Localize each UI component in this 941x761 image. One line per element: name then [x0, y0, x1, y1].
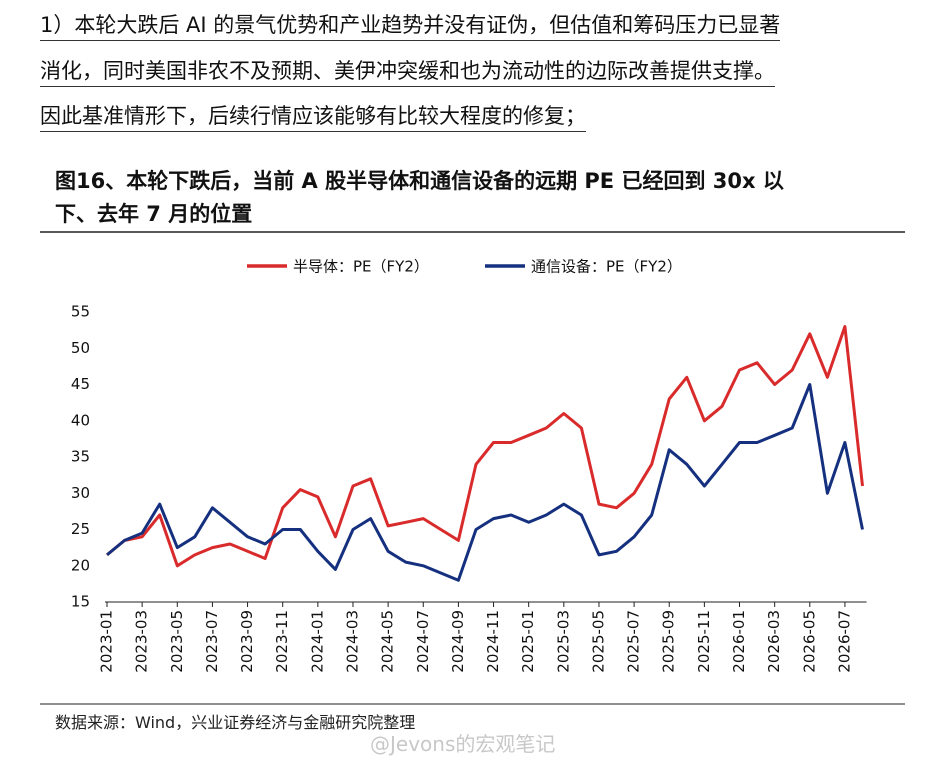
x-tick-label: 2024-03 — [343, 610, 361, 673]
x-tick-label: 2025-03 — [554, 610, 572, 673]
paragraph-line: 消化，同时美国非农不及预期、美伊冲突缓和也为流动性的边际改善提供支撑。 — [40, 56, 775, 87]
line-series — [106, 325, 864, 568]
watermark: @Jevons的宏观笔记 — [370, 732, 556, 756]
x-tick-label: 2024-09 — [449, 610, 467, 673]
figure-title: 下、去年 7 月的位置 — [55, 202, 253, 226]
x-tick-label: 2023-03 — [133, 610, 151, 673]
y-tick-label: 55 — [71, 303, 90, 321]
x-tick-label: 2025-05 — [589, 610, 607, 673]
figure-title: 图16、本轮下跌后，当前 A 股半导体和通信设备的远期 PE 已经回到 30x … — [55, 169, 784, 193]
x-tick-label: 2026-07 — [835, 610, 853, 673]
x-tick-label: 2024-05 — [379, 610, 397, 673]
paragraph-line: 因此基准情形下，后续行情应该能够有比较大程度的修复； — [40, 101, 586, 132]
x-tick-label: 2025-09 — [660, 610, 678, 673]
x-tick-label: 2026-03 — [765, 610, 783, 673]
x-tick-label: 2024-01 — [308, 610, 326, 673]
x-tick-label: 2024-11 — [484, 610, 502, 673]
paragraph-line: 1）本轮大跌后 AI 的景气优势和产业趋势并没有证伪，但估值和筹码压力已显著 — [40, 10, 781, 41]
y-tick-label: 25 — [71, 520, 90, 538]
y-tick-label: 40 — [71, 411, 90, 429]
source: 数据来源：Wind，兴业证券经济与金融研究院整理 — [55, 713, 416, 732]
x-tick-label: 2026-05 — [800, 610, 818, 673]
x-tick-label: 2023-01 — [98, 610, 116, 673]
y-tick-label: 20 — [71, 556, 90, 574]
x-tick-label: 2025-01 — [519, 610, 537, 673]
x-tick-label: 2025-07 — [625, 610, 643, 673]
y-tick-label: 15 — [71, 593, 90, 611]
x-tick-label: 2023-09 — [238, 610, 256, 673]
y-tick-label: 45 — [71, 375, 90, 393]
x-tick-label: 2023-11 — [273, 610, 291, 673]
x-tick-label: 2024-07 — [414, 610, 432, 673]
y-tick-label: 35 — [71, 448, 90, 466]
x-tick-label: 2023-07 — [203, 610, 221, 673]
line-series — [106, 383, 864, 582]
legend-label: 通信设备：PE（FY2） — [531, 258, 682, 276]
x-tick-label: 2025-11 — [695, 610, 713, 673]
x-tick-label: 2023-05 — [168, 610, 186, 673]
x-tick-label: 2026-01 — [730, 610, 748, 673]
y-tick-label: 30 — [71, 484, 90, 502]
legend-label: 半导体：PE（FY2） — [293, 258, 429, 276]
y-tick-label: 50 — [71, 339, 90, 357]
